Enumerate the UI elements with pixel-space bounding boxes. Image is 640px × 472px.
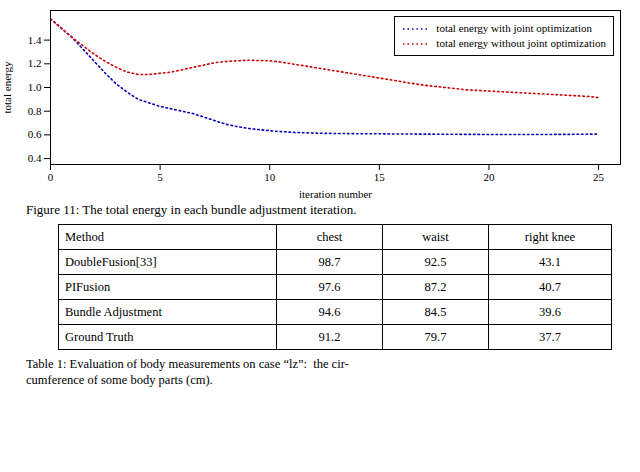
html-text:87.2: 87.2	[424, 279, 447, 294]
svg-text:15: 15	[374, 171, 386, 183]
html-text:chest: chest	[316, 229, 343, 244]
html-text:97.6: 97.6	[318, 279, 341, 294]
svg-text:iteration number: iteration number	[299, 188, 372, 200]
html-text:91.2: 91.2	[318, 329, 341, 344]
html-text:40.7: 40.7	[539, 279, 561, 294]
html-text:Method: Method	[65, 229, 104, 244]
html-text:DoubleFusion[33]: DoubleFusion[33]	[65, 254, 157, 269]
html-text:total energy with joint optimi: total energy with joint optimization	[436, 22, 592, 34]
svg-text:total energy: total energy	[1, 61, 13, 114]
html-text:84.5: 84.5	[424, 304, 447, 319]
html-text:92.5: 92.5	[424, 254, 447, 269]
html-text:79.7: 79.7	[424, 329, 447, 344]
html-text:waist: waist	[422, 229, 449, 244]
html-text:43.1: 43.1	[539, 254, 561, 269]
html-text:37.7: 37.7	[539, 329, 561, 344]
svg-text:1.0: 1.0	[28, 81, 42, 93]
svg-text:1.2: 1.2	[28, 57, 42, 69]
svg-text:5: 5	[157, 171, 163, 183]
html-text:Table 1: Evaluation of body me: Table 1: Evaluation of body measurements…	[26, 357, 349, 387]
svg-text:0.8: 0.8	[28, 105, 42, 117]
svg-text:10: 10	[264, 171, 276, 183]
svg-text:0: 0	[48, 171, 54, 183]
svg-text:0.6: 0.6	[28, 128, 42, 140]
html-text:Ground Truth: Ground Truth	[65, 329, 134, 344]
svg-text:25: 25	[593, 171, 605, 183]
html-text:39.6: 39.6	[539, 304, 561, 319]
html-text:right knee: right knee	[524, 229, 576, 244]
html-text:total energy without joint opt: total energy without joint optimization	[436, 37, 606, 49]
html-text:PIFusion: PIFusion	[65, 279, 111, 294]
html-text:Figure 11: The total energy in: Figure 11: The total energy in each bund…	[26, 202, 357, 217]
svg-text:0.4: 0.4	[28, 152, 42, 164]
html-text:Bundle Adjustment: Bundle Adjustment	[65, 304, 162, 319]
svg-text:1.4: 1.4	[28, 34, 42, 46]
html-text:94.6: 94.6	[318, 304, 341, 319]
svg-text:20: 20	[483, 171, 495, 183]
html-text:98.7: 98.7	[318, 254, 341, 269]
